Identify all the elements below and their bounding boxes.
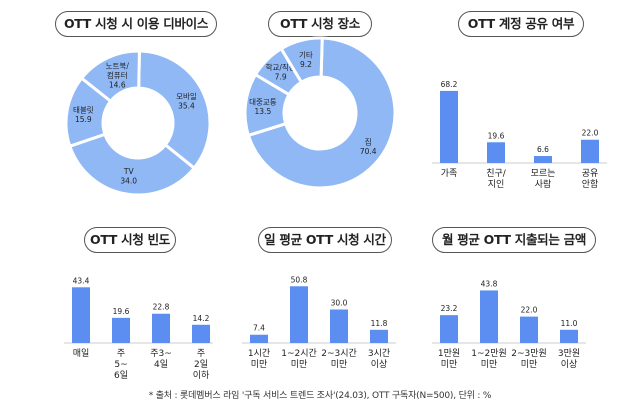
bar-value-label: 43.4: [73, 276, 90, 285]
panel-device: OTT 시청 시 이용 디바이스 모바일 35.4 TV 34.0 태블릿 15.9 노트북…: [0, 0, 217, 200]
bar-category-label: 1시간 미만: [248, 348, 270, 370]
bar-category-label: 모르는 사람: [531, 168, 556, 190]
bar-category-label: 1만원 미만: [438, 348, 460, 370]
bar-value-label: 22.0: [521, 306, 538, 315]
bar-value-label: 11.0: [561, 319, 578, 328]
bar-value-label: 43.8: [481, 279, 498, 288]
donut-slice-label: 학교/직장 7.9: [266, 62, 296, 82]
bar: [290, 286, 308, 343]
bar: [487, 142, 505, 163]
bar: [560, 329, 578, 343]
bar-category-label: 3만원 이상: [558, 348, 580, 370]
bar: [152, 313, 170, 343]
watch-time-bar-chart: 7.4 1시간 미만 50.8 1~2시간 미만 30.0 2~3시간 미만 11.8 3시간 이상: [242, 275, 396, 370]
bar: [112, 317, 130, 343]
chart-title-sharing: OTT 계정 공유 여부: [458, 11, 584, 37]
chart-title-device: OTT 시청 시 이용 디바이스: [55, 11, 217, 37]
bar-value-label: 23.2: [441, 304, 458, 313]
bar-category-label: 1~2만원 미만: [471, 348, 507, 370]
bar-category-label: 매일: [73, 348, 90, 359]
bar-category-label: 주3~ 4일: [150, 348, 172, 370]
donut-slice-label: TV 34.0: [120, 167, 137, 186]
bar-value-label: 22.0: [582, 129, 599, 138]
donut-slice: [137, 49, 212, 171]
donut-slice-label: 태블릿 15.9: [73, 104, 94, 124]
bar-category-label: 2~3만원 미만: [511, 348, 547, 370]
bar-value-label: 7.4: [253, 324, 265, 333]
panel-frequency: OTT 시청 빈도 43.4 매일 19.6 주 5~ 6일 22.8 주3~ 4일 14.2 주 2…: [0, 200, 213, 385]
bar: [534, 156, 552, 163]
bar-category-label: 가족: [441, 168, 458, 179]
bar-value-label: 11.8: [371, 319, 388, 328]
bar-category-label: 친구/지인: [486, 168, 507, 190]
donut-slice-label: 대중교통 13.5: [249, 98, 277, 117]
bar: [250, 334, 268, 343]
bar-value-label: 6.6: [537, 145, 549, 154]
bar-category-label: 주 5~ 6일: [114, 348, 128, 381]
bar: [330, 309, 348, 343]
bar: [370, 329, 388, 343]
panel-watch-time: 일 평균 OTT 시청 시간 7.4 1시간 미만 50.8 1~2시간 미만 30.0 2~…: [213, 200, 426, 385]
panel-sharing: OTT 계정 공유 여부 68.2 가족 19.6 친구/지인 6.6 모르는 사람 22.0…: [426, 0, 640, 200]
donut-slice: [246, 36, 397, 190]
bar-value-label: 50.8: [291, 275, 308, 284]
donut-slice-label: 모바일 35.4: [176, 91, 197, 111]
donut-slice: [67, 132, 197, 197]
bar-category-label: 1~2시간 미만: [281, 348, 317, 370]
frequency-bar-chart: 43.4 매일 19.6 주 5~ 6일 22.8 주3~ 4일 14.2 주 2일 이하: [64, 276, 213, 381]
bar: [520, 316, 538, 343]
donut-slice-label: 집 70.4: [360, 137, 377, 157]
bar-value-label: 22.8: [153, 303, 170, 312]
bar: [72, 287, 90, 343]
chart-title-spending: 월 평균 OTT 지출되는 금액: [432, 227, 596, 253]
panel-place: OTT 시청 장소 집 70.4 대중교통 13.5 학교/직장 7.9 기타 9.2: [213, 0, 426, 200]
bar-value-label: 14.2: [193, 314, 210, 323]
spending-bar-chart: 23.2 1만원 미만 43.8 1~2만원 미만 22.0 2~3만원 미만 11.0 3만원 이상: [432, 279, 586, 370]
donut-slice: [79, 49, 141, 104]
bar-category-label: 주 2일 이하: [193, 348, 210, 381]
bar-value-label: 68.2: [441, 80, 458, 89]
donut-slice-label: 노트북/컴퓨터 14.6: [106, 62, 130, 90]
chart-title-watch-time: 일 평균 OTT 시청 시간: [258, 227, 392, 253]
bar: [480, 290, 498, 343]
bar-category-label: 공유 안함: [582, 168, 599, 190]
place-donut-chart: 집 70.4 대중교통 13.5 학교/직장 7.9기타 9.2: [243, 36, 397, 190]
bar: [440, 90, 458, 163]
donut-slice-label: 기타 9.2: [299, 50, 313, 69]
bar: [440, 315, 458, 343]
source-footnote: * 출처 : 롯데멤버스 라임 '구독 서비스 트렌드 조사'(24.03), …: [148, 391, 492, 401]
bar-value-label: 19.6: [113, 307, 130, 316]
bar-value-label: 30.0: [331, 299, 348, 308]
bar-category-label: 3시간 이상: [368, 348, 390, 370]
bar: [192, 324, 210, 343]
sharing-bar-chart: 68.2 가족 19.6 친구/지인 6.6 모르는 사람 22.0 공유 안함: [432, 80, 607, 190]
bar-category-label: 2~3시간 미만: [321, 348, 357, 370]
panel-spending: 월 평균 OTT 지출되는 금액 23.2 1만원 미만 43.8 1~2만원 미만 22.…: [426, 200, 640, 385]
device-donut-chart: 모바일 35.4 TV 34.0 태블릿 15.9 노트북/컴퓨터 14.6: [64, 49, 212, 197]
bar: [581, 139, 599, 163]
donut-slice: [279, 36, 324, 85]
bar-value-label: 19.6: [488, 131, 505, 140]
chart-title-frequency: OTT 시청 빈도: [84, 227, 176, 253]
